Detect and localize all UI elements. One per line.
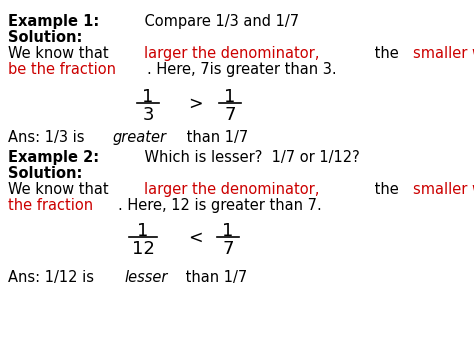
Text: 3: 3 xyxy=(142,106,154,124)
Text: . Here, 7is greater than 3.: . Here, 7is greater than 3. xyxy=(147,62,337,77)
Text: smaller will be: smaller will be xyxy=(413,182,474,197)
Text: We know that: We know that xyxy=(8,46,113,61)
Text: larger the denominator,: larger the denominator, xyxy=(144,46,319,61)
Text: . Here, 12 is greater than 7.: . Here, 12 is greater than 7. xyxy=(118,198,321,213)
Text: than 1/7: than 1/7 xyxy=(181,270,247,285)
Text: 1: 1 xyxy=(142,88,154,106)
Text: Compare 1/3 and 1/7: Compare 1/3 and 1/7 xyxy=(126,14,299,29)
Text: 1: 1 xyxy=(137,222,149,240)
Text: Example 2:: Example 2: xyxy=(8,150,99,165)
Text: Which is lesser?  1/7 or 1/12?: Which is lesser? 1/7 or 1/12? xyxy=(126,150,359,165)
Text: be the fraction: be the fraction xyxy=(8,62,116,77)
Text: 1: 1 xyxy=(222,222,234,240)
Text: the fraction: the fraction xyxy=(8,198,93,213)
Text: >: > xyxy=(188,95,202,113)
Text: the: the xyxy=(370,46,403,61)
Text: Ans: 1/12 is: Ans: 1/12 is xyxy=(8,270,99,285)
Text: 7: 7 xyxy=(222,240,234,258)
Text: Ans: 1/3 is: Ans: 1/3 is xyxy=(8,130,89,145)
Text: 1: 1 xyxy=(224,88,236,106)
Text: 7: 7 xyxy=(224,106,236,124)
Text: <: < xyxy=(188,229,202,247)
Text: Solution:: Solution: xyxy=(8,30,82,45)
Text: Solution:: Solution: xyxy=(8,166,82,181)
Text: than 1/7: than 1/7 xyxy=(182,130,248,145)
Text: the: the xyxy=(370,182,403,197)
Text: larger the denominator,: larger the denominator, xyxy=(144,182,319,197)
Text: Example 1:: Example 1: xyxy=(8,14,99,29)
Text: 12: 12 xyxy=(132,240,155,258)
Text: lesser: lesser xyxy=(125,270,168,285)
Text: greater: greater xyxy=(113,130,167,145)
Text: We know that: We know that xyxy=(8,182,113,197)
Text: smaller will: smaller will xyxy=(413,46,474,61)
